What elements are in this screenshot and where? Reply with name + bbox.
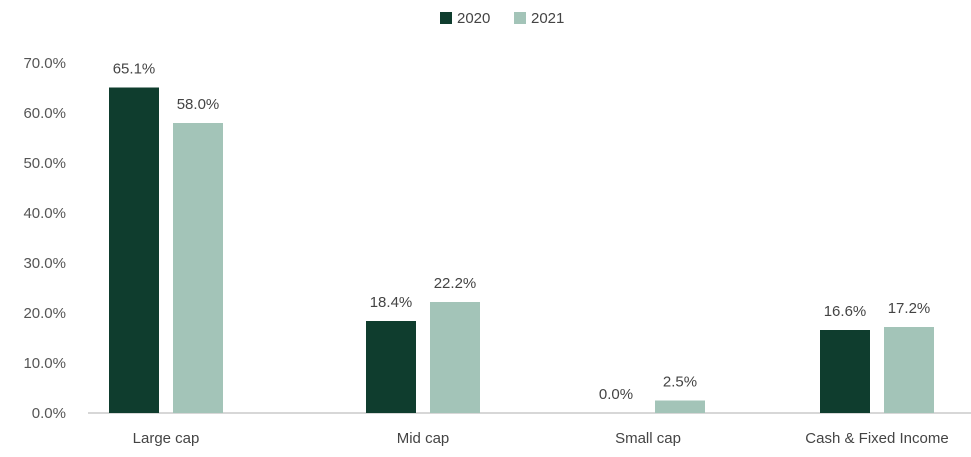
data-label-2020-0: 65.1%: [113, 61, 156, 78]
x-category-label: Large cap: [133, 430, 200, 447]
bar-2021-2: [655, 400, 705, 413]
bars: [109, 87, 934, 413]
x-category-label: Mid cap: [397, 430, 450, 447]
y-tick-label: 0.0%: [32, 405, 66, 422]
y-tick-label: 50.0%: [23, 155, 66, 172]
bar-2020-1: [366, 321, 416, 413]
data-label-2020-1: 18.4%: [370, 294, 413, 311]
bar-2020-3: [820, 330, 870, 413]
data-label-2020-2: 0.0%: [599, 386, 633, 403]
y-tick-label: 60.0%: [23, 105, 66, 122]
y-tick-label: 70.0%: [23, 55, 66, 72]
y-tick-label: 40.0%: [23, 205, 66, 222]
y-axis: 0.0% 10.0% 20.0% 30.0% 40.0% 50.0% 60.0% 70.0%: [23, 55, 66, 422]
y-tick-label: 30.0%: [23, 255, 66, 272]
data-label-2020-3: 16.6%: [824, 303, 867, 320]
legend-label-2021: 2021: [531, 10, 564, 27]
legend-swatch-2021: [514, 12, 526, 24]
legend-label-2020: 2020: [457, 10, 490, 27]
legend-swatch-2020: [440, 12, 452, 24]
x-category-label: Cash & Fixed Income: [805, 430, 948, 447]
y-tick-label: 10.0%: [23, 355, 66, 372]
y-tick-label: 20.0%: [23, 305, 66, 322]
bar-2020-0: [109, 87, 159, 413]
x-axis: Large cap Mid cap Small cap Cash & Fixed In…: [133, 430, 949, 447]
data-label-2021-0: 58.0%: [177, 96, 220, 113]
data-label-2021-3: 17.2%: [888, 300, 931, 317]
legend: 2020 2021: [440, 10, 564, 27]
bar-2021-3: [884, 327, 934, 413]
data-label-2021-1: 22.2%: [434, 275, 477, 292]
bar-2021-0: [173, 123, 223, 413]
x-category-label: Small cap: [615, 430, 681, 447]
data-labels: 65.1% 58.0% 18.4% 22.2% 0.0% 2.5% 16.6% 17.2%: [113, 61, 931, 404]
data-label-2021-2: 2.5%: [663, 374, 697, 391]
bar-2021-1: [430, 302, 480, 413]
